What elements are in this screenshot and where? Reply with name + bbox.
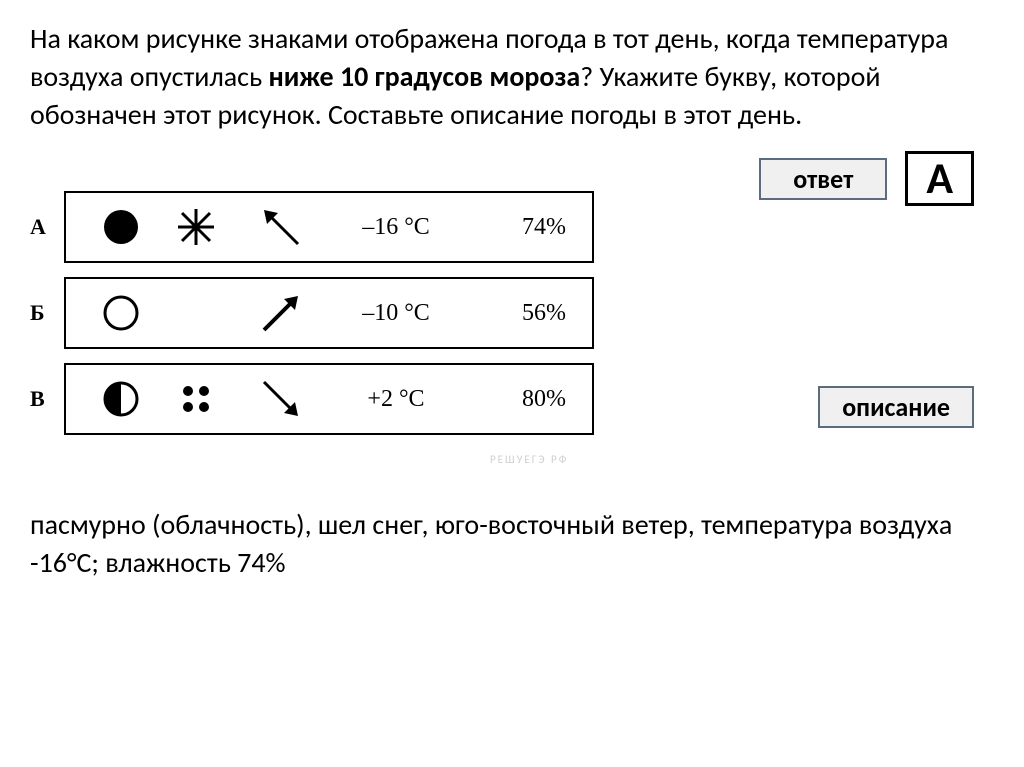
mid-section: ответ А описание А [30, 151, 994, 496]
temperature: +2 °C [326, 386, 466, 413]
snow-icon [156, 205, 236, 249]
row-box: –16 °C 74% [64, 191, 594, 263]
row-label: В [30, 386, 64, 412]
wind-ne-icon [236, 288, 326, 338]
weather-table: А [30, 191, 610, 449]
table-row: Б –10 °C 56% [30, 277, 610, 349]
wind-nw-icon [236, 202, 326, 252]
row-label: Б [30, 300, 64, 326]
humidity: 74% [466, 214, 566, 241]
description-button[interactable]: описание [818, 386, 974, 428]
humidity: 56% [466, 300, 566, 327]
cloud-clear-icon [86, 293, 156, 333]
rain-icon [156, 377, 236, 421]
row-box: +2 °C 80% [64, 363, 594, 435]
row-label: А [30, 214, 64, 240]
row-box: –10 °C 56% [64, 277, 594, 349]
question-bold: ниже 10 градусов мороза [268, 59, 580, 94]
answer-row: ответ А [759, 151, 974, 205]
description-text: пасмурно (облачность), шел снег, юго-вос… [30, 506, 994, 582]
watermark: РЕШУЕГЭ РФ [490, 453, 568, 466]
wind-se-icon [236, 374, 326, 424]
cloud-full-icon [86, 207, 156, 247]
answer-button[interactable]: ответ [759, 158, 887, 200]
temperature: –16 °C [326, 214, 466, 241]
answer-value: А [905, 151, 974, 205]
cloud-half-icon [86, 379, 156, 419]
humidity: 80% [466, 386, 566, 413]
question-text: На каком рисунке знаками отображена пого… [30, 20, 994, 133]
table-row: А [30, 191, 610, 263]
temperature: –10 °C [326, 300, 466, 327]
table-row: В [30, 363, 610, 435]
